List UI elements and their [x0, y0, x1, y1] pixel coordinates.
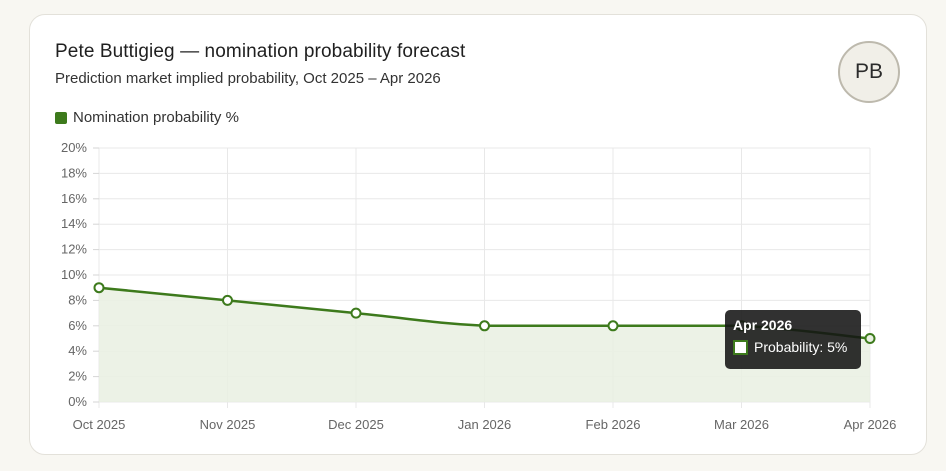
x-tick-label: Dec 2025 — [328, 417, 384, 432]
x-tick-label: Feb 2026 — [586, 417, 641, 432]
y-tick-label: 14% — [61, 216, 87, 231]
y-axis: 0% 2% 4% 6% 8% 10% 12% 14% 16% 18% 20% — [61, 140, 99, 409]
avatar: PB — [838, 41, 900, 103]
legend-swatch — [55, 111, 67, 124]
y-tick-label: 2% — [68, 369, 87, 384]
series-area — [99, 287, 870, 402]
x-tick-label: Oct 2025 — [73, 417, 126, 432]
forecast-card: Pete Buttigieg — nomination probability … — [29, 14, 927, 455]
legend-label: Nomination probability % — [73, 109, 239, 126]
y-tick-label: 0% — [68, 394, 87, 409]
data-point[interactable] — [350, 307, 362, 319]
y-tick-label: 8% — [68, 292, 87, 307]
tooltip-row: Probability: 5% — [733, 339, 853, 355]
y-tick-label: 20% — [61, 140, 87, 155]
chart-legend[interactable]: Nomination probability % — [55, 109, 239, 126]
y-tick-label: 10% — [61, 267, 87, 282]
tooltip-title: Apr 2026 — [733, 317, 793, 333]
tooltip-swatch — [733, 339, 748, 355]
chart-tooltip: Apr 2026 Probability: 5% — [725, 310, 861, 369]
data-point[interactable] — [479, 320, 490, 332]
x-tick-label: Mar 2026 — [714, 417, 769, 432]
y-tick-label: 4% — [68, 343, 87, 358]
y-tick-label: 16% — [61, 191, 87, 206]
x-axis: Oct 2025 Nov 2025 Dec 2025 Jan 2026 Feb 2026… — [73, 417, 897, 432]
x-tick-label: Apr 2026 — [844, 417, 897, 432]
y-tick-label: 12% — [61, 242, 87, 257]
avatar-initials: PB — [854, 60, 883, 83]
data-point[interactable] — [607, 320, 619, 332]
y-tick-label: 6% — [68, 318, 87, 333]
line-chart[interactable]: 0% 2% 4% 6% 8% 10% 12% 14% 16% 18% 20% Oct 2025 Nov… — [30, 15, 928, 456]
chart-title: Pete Buttigieg — nomination probability … — [55, 41, 466, 62]
x-tick-label: Nov 2025 — [200, 417, 256, 432]
data-point[interactable] — [864, 333, 876, 344]
data-point[interactable] — [222, 294, 233, 306]
x-tick-label: Jan 2026 — [458, 417, 512, 432]
y-tick-label: 18% — [61, 165, 87, 180]
chart-subtitle: Prediction market implied probability, O… — [55, 70, 441, 87]
tooltip-label: Probability: 5% — [754, 339, 848, 355]
data-point[interactable] — [93, 282, 105, 294]
